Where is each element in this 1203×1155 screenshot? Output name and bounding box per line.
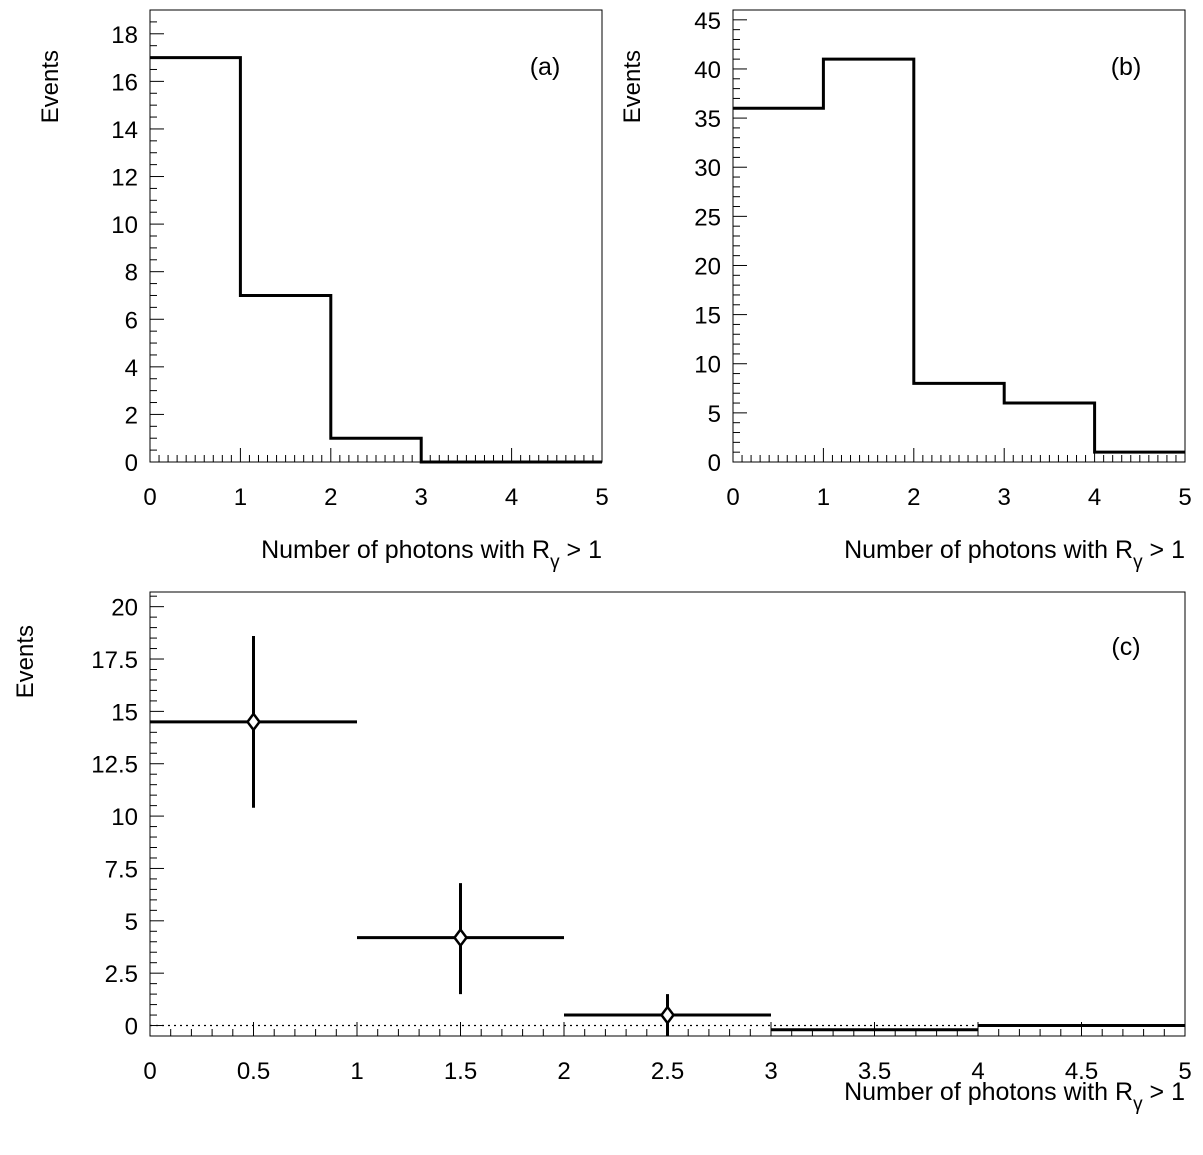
x-tick-label: 4 — [505, 484, 518, 511]
y-tick-label: 15 — [111, 699, 138, 726]
x-tick-label: 5 — [1178, 484, 1191, 511]
y-tick-label: 40 — [694, 57, 721, 84]
data-point-marker — [245, 711, 262, 732]
x-tick-label: 2 — [557, 1058, 570, 1085]
y-tick-label: 4 — [125, 355, 138, 382]
x-axis-label-subscript: γ — [550, 552, 560, 573]
x-tick-label: 3.5 — [858, 1058, 891, 1085]
x-tick-label: 0 — [143, 1058, 156, 1085]
x-axis-label-main: Number of photons with R — [261, 536, 550, 564]
y-tick-label: 20 — [111, 595, 138, 622]
x-tick-label: 0 — [143, 484, 156, 511]
x-tick-label: 4 — [1088, 484, 1101, 511]
x-tick-label: 5 — [1178, 1058, 1191, 1085]
x-tick-label: 2 — [324, 484, 337, 511]
x-tick-label: 3 — [764, 1058, 777, 1085]
y-tick-label: 20 — [694, 253, 721, 280]
y-axis-label: Events — [619, 50, 646, 123]
y-tick-label: 2 — [125, 402, 138, 429]
y-tick-label: 10 — [694, 352, 721, 379]
x-tick-label: 3 — [998, 484, 1011, 511]
y-tick-label: 5 — [708, 401, 721, 428]
y-tick-label: 45 — [694, 8, 721, 35]
x-axis-label-tail: > 1 — [1143, 1078, 1185, 1106]
x-tick-label: 0 — [726, 484, 739, 511]
y-tick-label: 0 — [708, 450, 721, 477]
histogram-outline — [733, 57, 1185, 454]
y-tick-label: 30 — [694, 155, 721, 182]
x-axis-label: Number of photons with Rγ > 1 — [844, 536, 1185, 573]
y-tick-label: 15 — [694, 303, 721, 330]
x-axis-label-main: Number of photons with R — [844, 536, 1133, 564]
y-tick-label: 14 — [111, 117, 138, 144]
x-tick-label: 0.5 — [237, 1058, 270, 1085]
y-tick-label: 8 — [125, 260, 138, 287]
y-tick-label: 25 — [694, 204, 721, 231]
x-tick-label: 5 — [595, 484, 608, 511]
x-tick-label: 1.5 — [444, 1058, 477, 1085]
panel-label: (c) — [1111, 633, 1140, 661]
chart-panel-c: 0 0.5 1 1.5 2 2.5 3 3.5 4 4.5 5 0 2.5 5 7.5 10 12.5 15 17.… — [12, 591, 1192, 1115]
x-tick-label: 1 — [350, 1058, 363, 1085]
y-tick-label: 7.5 — [105, 856, 138, 883]
x-tick-label: 4.5 — [1065, 1058, 1098, 1085]
x-axis-label: Number of photons with Rγ > 1 — [844, 1078, 1185, 1115]
y-tick-label: 6 — [125, 307, 138, 334]
x-tick-label: 2.5 — [651, 1058, 684, 1085]
x-tick-label: 2 — [907, 484, 920, 511]
y-tick-label: 18 — [111, 22, 138, 49]
y-tick-label: 5 — [125, 909, 138, 936]
x-tick-label: 1 — [817, 484, 830, 511]
y-tick-label: 0 — [125, 450, 138, 477]
histogram-outline — [150, 56, 602, 464]
y-tick-label: 17.5 — [91, 647, 138, 674]
y-axis-label: Events — [37, 50, 64, 123]
data-point-marker — [659, 1004, 676, 1026]
x-tick-label: 4 — [971, 1058, 984, 1085]
x-axis-label-main: Number of photons with R — [844, 1078, 1133, 1106]
y-tick-label: 2.5 — [105, 961, 138, 988]
y-axis-label: Events — [12, 625, 39, 698]
y-tick-label: 0 — [125, 1014, 138, 1041]
x-axis-label-tail: > 1 — [560, 536, 602, 564]
data-point-marker — [452, 927, 469, 948]
y-tick-label: 16 — [111, 69, 138, 96]
x-tick-label: 3 — [415, 484, 428, 511]
x-tick-label: 1 — [234, 484, 247, 511]
y-tick-label: 12.5 — [91, 752, 138, 779]
x-axis-label-subscript: γ — [1133, 1094, 1143, 1115]
panel-label: (a) — [530, 53, 561, 81]
x-axis-label-tail: > 1 — [1143, 536, 1185, 564]
x-axis-label-subscript: γ — [1133, 552, 1143, 573]
panel-label: (b) — [1111, 53, 1142, 81]
x-axis-label: Number of photons with Rγ > 1 — [261, 536, 602, 573]
y-tick-label: 35 — [694, 106, 721, 133]
y-tick-label: 10 — [111, 804, 138, 831]
plot-frame — [149, 591, 1186, 1037]
y-tick-label: 10 — [111, 212, 138, 239]
y-tick-label: 12 — [111, 165, 138, 192]
